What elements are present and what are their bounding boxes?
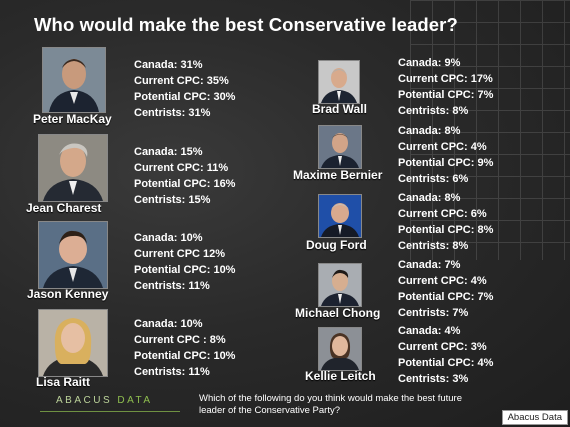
person-photo-icon [39, 222, 107, 288]
person-photo-icon [319, 126, 361, 168]
stat-line: Potential CPC: 30% [134, 91, 236, 103]
stats-jason-kenney: Canada: 10% Current CPC 12% Potential CP… [134, 230, 235, 294]
person-photo-icon [319, 264, 361, 306]
stat-line: Current CPC: 3% [398, 341, 487, 353]
person-photo-icon [319, 61, 359, 103]
photo-jean-charest [38, 134, 108, 202]
stat-line: Current CPC: 17% [398, 73, 493, 85]
stat-line: Current CPC: 6% [398, 208, 487, 220]
photo-michael-chong [318, 263, 362, 307]
stat-line: Potential CPC: 9% [398, 157, 494, 169]
stat-line: Canada: 10% [134, 318, 203, 330]
logo-word-data: DATA [117, 395, 153, 406]
stat-line: Canada: 31% [134, 59, 203, 71]
photo-brad-wall [318, 60, 360, 104]
stat-line: Current CPC 12% [134, 248, 226, 260]
survey-question: Which of the following do you think woul… [199, 393, 462, 416]
stat-line: Centrists: 6% [398, 173, 469, 185]
photo-doug-ford [318, 194, 362, 238]
stat-line: Centrists: 8% [398, 240, 469, 252]
stat-line: Canada: 8% [398, 125, 461, 137]
candidate-name-lisa-raitt: Lisa Raitt [36, 375, 91, 389]
stats-brad-wall: Canada: 9% Current CPC: 17% Potential CP… [398, 55, 493, 119]
slide-title: Who would make the best Conservative lea… [34, 14, 458, 35]
stats-michael-chong: Canada: 7% Current CPC: 4% Potential CPC… [398, 257, 493, 321]
candidate-name-maxime-bernier: Maxime Bernier [293, 168, 383, 182]
candidate-name-brad-wall: Brad Wall [312, 102, 367, 116]
stat-line: Centrists: 3% [398, 373, 469, 385]
logo-underline [40, 411, 180, 412]
abacus-data-logo: ABACUS DATA [56, 395, 153, 406]
stat-line: Current CPC: 4% [398, 141, 487, 153]
stats-doug-ford: Canada: 8% Current CPC: 6% Potential CPC… [398, 190, 493, 254]
stat-line: Canada: 15% [134, 146, 203, 158]
stat-line: Canada: 7% [398, 259, 461, 271]
stat-line: Current CPC: 4% [398, 275, 487, 287]
person-photo-icon [319, 195, 361, 237]
photo-jason-kenney [38, 221, 108, 289]
person-photo-icon [39, 310, 107, 376]
background-grid [410, 0, 570, 260]
photo-maxime-bernier [318, 125, 362, 169]
candidate-name-jean-charest: Jean Charest [26, 201, 102, 215]
candidate-name-michael-chong: Michael Chong [295, 306, 381, 320]
stat-line: Canada: 10% [134, 232, 203, 244]
stat-line: Canada: 8% [398, 192, 461, 204]
stat-line: Centrists: 11% [134, 366, 210, 378]
candidate-name-jason-kenney: Jason Kenney [27, 287, 109, 301]
stat-line: Potential CPC: 8% [398, 224, 494, 236]
stat-line: Potential CPC: 10% [134, 350, 236, 362]
photo-lisa-raitt [38, 309, 108, 377]
stat-line: Centrists: 8% [398, 105, 469, 117]
photo-peter-mackay [42, 47, 106, 113]
image-credit: Abacus Data [501, 410, 568, 425]
candidate-name-peter-mackay: Peter MacKay [33, 112, 112, 126]
stat-line: Current CPC: 11% [134, 162, 229, 174]
logo-word-abacus: ABACUS [56, 395, 113, 406]
stat-line: Centrists: 11% [134, 280, 210, 292]
stat-line: Canada: 9% [398, 57, 461, 69]
stat-line: Centrists: 7% [398, 307, 469, 319]
stat-line: Centrists: 31% [134, 107, 211, 119]
stats-peter-mackay: Canada: 31% Current CPC: 35% Potential C… [134, 57, 235, 121]
stats-lisa-raitt: Canada: 10% Current CPC : 8% Potential C… [134, 316, 235, 380]
candidate-name-doug-ford: Doug Ford [306, 238, 367, 252]
person-photo-icon [319, 328, 361, 370]
stats-jean-charest: Canada: 15% Current CPC: 11% Potential C… [134, 144, 235, 208]
stats-kellie-leitch: Canada: 4% Current CPC: 3% Potential CPC… [398, 323, 493, 387]
stat-line: Potential CPC: 10% [134, 264, 236, 276]
stat-line: Potential CPC: 7% [398, 89, 494, 101]
stat-line: Centrists: 15% [134, 194, 211, 206]
stat-line: Potential CPC: 4% [398, 357, 494, 369]
person-photo-icon [39, 135, 107, 201]
stats-maxime-bernier: Canada: 8% Current CPC: 4% Potential CPC… [398, 123, 493, 187]
stat-line: Current CPC: 35% [134, 75, 229, 87]
photo-kellie-leitch [318, 327, 362, 371]
stat-line: Potential CPC: 7% [398, 291, 494, 303]
stat-line: Potential CPC: 16% [134, 178, 236, 190]
candidate-name-kellie-leitch: Kellie Leitch [305, 369, 376, 383]
person-photo-icon [43, 48, 105, 112]
stat-line: Current CPC : 8% [134, 334, 226, 346]
stat-line: Canada: 4% [398, 325, 461, 337]
